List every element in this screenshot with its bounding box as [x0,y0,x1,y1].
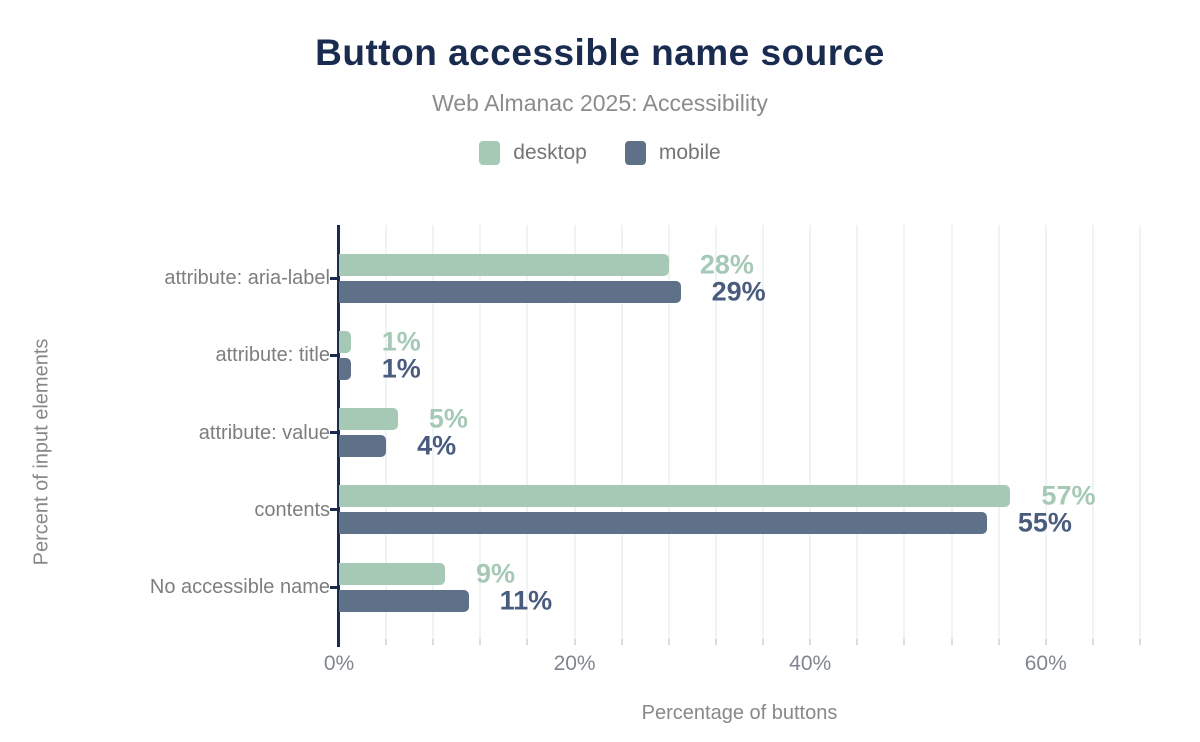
bar-desktop[interactable] [339,562,445,585]
x-axis-tick [762,639,765,645]
bar-desktop[interactable] [339,253,669,276]
x-tick-label: 60% [1024,652,1067,675]
category-label: attribute: value [198,421,330,444]
y-axis-line [337,225,340,647]
gridline [997,225,1000,639]
x-tick-label: 40% [789,652,832,675]
value-label-mobile: 4% [417,430,457,461]
x-axis-tick [432,639,435,645]
value-label-desktop: 1% [381,326,421,357]
gridline [573,225,576,639]
x-axis-title: Percentage of buttons [641,702,838,724]
value-label-desktop: 57% [1041,480,1096,511]
gridline [950,225,953,639]
legend: desktop mobile [0,141,1200,165]
x-axis-tick [620,639,623,645]
x-axis-tick [856,639,859,645]
chart-title: Button accessible name source [315,32,885,73]
desktop-swatch-icon [479,141,501,165]
x-axis-tick [1091,639,1094,645]
gridline [762,225,765,639]
x-axis-tick [997,639,1000,645]
bar-mobile[interactable] [339,435,387,457]
bar-mobile[interactable] [339,512,987,535]
x-axis-tick [1139,639,1141,645]
x-axis-tick [385,639,388,645]
category-label: attribute: aria-label [164,267,330,289]
value-label-desktop: 5% [428,403,468,434]
gridline [385,225,388,639]
category-tick [330,431,337,434]
legend-label-mobile: mobile [658,141,721,164]
bar-desktop[interactable] [339,408,398,430]
legend-item-mobile[interactable]: mobile [624,141,721,165]
value-label-desktop: 9% [476,558,516,588]
x-axis-tick [950,639,953,645]
gridline [432,225,435,639]
gridline [714,225,717,639]
x-axis-tick [667,639,670,645]
x-axis-tick [526,639,529,645]
gridline [479,225,482,639]
category-label: contents [254,498,330,521]
gridline [809,225,812,639]
category-tick [330,353,337,357]
x-axis-tick [809,639,812,645]
chart-subtitle: Web Almanac 2025: Accessibility [432,90,768,116]
x-axis-tick [714,639,717,645]
category-tick [330,585,337,589]
x-axis-tick [1044,639,1047,645]
bar-mobile[interactable] [339,357,351,380]
category-label: No accessible name [149,576,330,598]
x-axis-tick [573,639,576,645]
x-axis-tick [479,639,482,645]
x-tick-label: 0% [323,652,355,675]
gridline [1139,225,1141,639]
chart-header: Button accessible name source Web Almana… [0,32,1200,165]
value-label-desktop: 28% [699,249,754,279]
x-tick-label: 20% [553,652,596,675]
legend-item-desktop[interactable]: desktop [479,141,587,165]
x-axis-tick [903,639,906,645]
value-label-mobile: 29% [711,276,766,306]
gridline [856,225,859,639]
gridline [1091,225,1094,639]
category-tick [330,508,337,512]
value-label-mobile: 1% [381,353,421,384]
category-tick [330,276,337,280]
legend-label-desktop: desktop [513,141,587,164]
category-label: attribute: title [215,344,330,367]
bar-desktop[interactable] [339,485,1011,508]
gridline [667,225,670,639]
mobile-swatch-icon [624,141,646,165]
value-label-mobile: 11% [499,585,553,615]
bar-mobile[interactable] [339,280,681,303]
bar-desktop[interactable] [339,330,351,353]
gridline [526,225,529,639]
gridline [620,225,623,639]
plot-area: 28% 29% 1% 1% 5% 4% 57% 55% 9% 11% [330,225,1141,647]
gridline [1044,225,1047,639]
bar-mobile[interactable] [339,589,469,612]
gridline [903,225,906,639]
y-axis-title: Percent of input elements [30,338,53,566]
value-label-mobile: 55% [1017,507,1072,538]
